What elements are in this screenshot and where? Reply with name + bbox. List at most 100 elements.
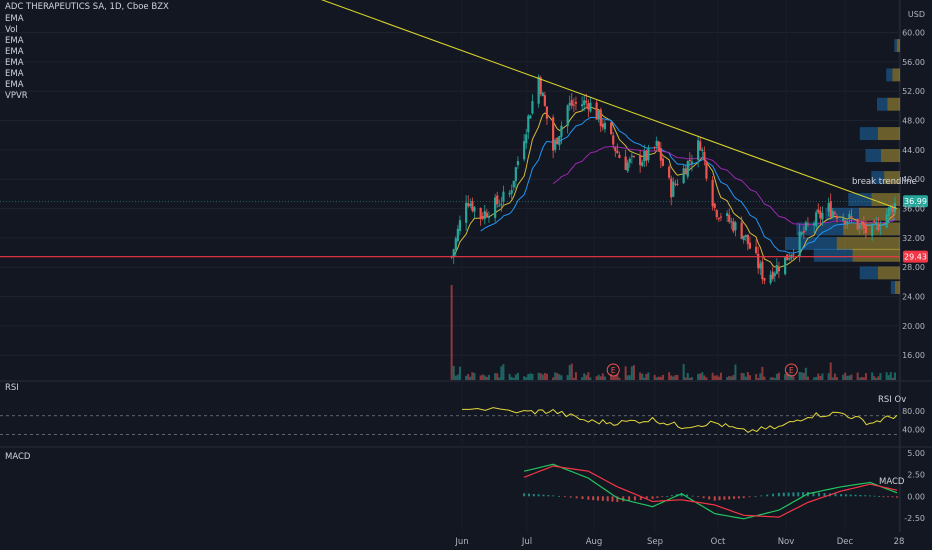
candle-body (763, 278, 766, 281)
indicator-label[interactable]: EMA (5, 58, 24, 68)
indicator-label[interactable]: EMA (5, 36, 24, 46)
candle-body (875, 221, 878, 223)
candle-body (676, 183, 679, 185)
y-tick-label: 16.00 (902, 351, 925, 360)
macd-histogram-bar (840, 494, 843, 497)
volume-bar (759, 373, 762, 380)
candle-body (686, 161, 689, 177)
volume-bar (862, 377, 865, 380)
candle-body (502, 191, 505, 202)
macd-histogram-bar (787, 492, 790, 497)
indicator-label[interactable]: EMA (5, 14, 24, 24)
rsi-overlay-label: RSI Ov (878, 395, 906, 405)
price-candles (450, 74, 897, 285)
x-tick-label: Nov (778, 537, 795, 547)
candle-body (655, 140, 658, 147)
candle-body (821, 213, 824, 220)
volume-bar (728, 375, 731, 380)
volume-bar (485, 376, 488, 380)
indicator-label[interactable]: EMA (5, 47, 24, 57)
candle-body (711, 180, 714, 207)
vpvr-bar-up (871, 193, 900, 207)
candle-body (541, 92, 544, 97)
candle-body (568, 102, 571, 106)
volume-bar (771, 377, 774, 380)
macd-histogram-bar (666, 496, 669, 497)
volume-bar (523, 376, 526, 380)
earnings-marker (606, 363, 620, 377)
candle-body (469, 204, 472, 206)
vpvr-bar-down (871, 171, 885, 185)
volume-bar (516, 372, 519, 380)
candle-body (889, 206, 892, 211)
y-tick-label: 44.00 (902, 146, 925, 155)
volume-bar (632, 365, 635, 380)
indicator-label[interactable]: EMA (5, 80, 24, 90)
volume-bar (792, 376, 795, 380)
volume-bar (527, 374, 530, 380)
macd-histogram-bar (686, 494, 689, 497)
candle-body (479, 208, 482, 219)
trendline-group[interactable]: break trendline (320, 0, 917, 210)
candle-body (682, 168, 685, 184)
volume-bar (525, 377, 528, 380)
volume-bar (529, 373, 532, 380)
macd-histogram-bar (575, 496, 578, 499)
macd-histogram-bar (878, 496, 881, 497)
candle-body (773, 273, 776, 277)
y-tick-label: 52.00 (902, 87, 925, 96)
candle-body (740, 222, 743, 239)
y-tick-label: 32.00 (902, 234, 925, 243)
volume-bar (813, 377, 816, 380)
indicator-label[interactable]: EMA (5, 69, 24, 79)
candle-body (612, 135, 615, 145)
vpvr-bar-down (785, 237, 837, 251)
volume-bar (514, 374, 517, 380)
support-line-group[interactable]: 29.43 36.99 (0, 195, 928, 263)
candle-body (703, 151, 706, 160)
volume-bar (730, 376, 733, 380)
macd-tick-label: 0.00 (907, 492, 925, 501)
rsi-pane: 80.00 40.00 RSI Ov (0, 395, 925, 435)
volume-bar (657, 376, 660, 380)
volume-bar (686, 373, 689, 380)
candle-body (514, 167, 517, 182)
candle-body (456, 228, 459, 241)
volume-bar (784, 373, 787, 380)
candle-body (458, 220, 462, 231)
candle-body (885, 214, 888, 228)
candle-body (672, 181, 675, 197)
macd-pane-label[interactable]: MACD (5, 452, 31, 462)
vpvr-bar-down (848, 193, 872, 207)
candle-body (732, 221, 735, 232)
indicator-label[interactable]: Vol (5, 25, 18, 35)
macd-histogram-bar (581, 496, 584, 500)
vpvr-bar-up (892, 68, 900, 82)
volume-bar (643, 377, 646, 380)
volume-bar (545, 373, 548, 380)
volume-bar (610, 373, 613, 380)
candle-body (552, 117, 555, 151)
candle-body (719, 216, 723, 218)
indicator-label[interactable]: VPVR (5, 91, 28, 101)
candle-body (771, 271, 774, 279)
candle-body (595, 102, 598, 120)
volume-bar (877, 376, 880, 380)
candle-body (815, 212, 818, 227)
candle-body (734, 222, 737, 231)
vpvr-bar-down (894, 39, 897, 53)
vpvr-bar-down (877, 97, 888, 111)
candle-body (728, 214, 731, 222)
volume-bar (601, 373, 604, 380)
volume-bar (701, 372, 704, 380)
candle-body (798, 231, 801, 257)
candle-body (566, 105, 569, 127)
volume-bar (891, 377, 894, 380)
candle-body (545, 106, 549, 119)
volume-bar (471, 372, 474, 380)
rsi-pane-label[interactable]: RSI (5, 383, 19, 393)
chart-title[interactable]: ADC THERAPEUTICS SA, 1D, Cboe BZX (5, 2, 169, 12)
volume-bar (659, 376, 662, 380)
candle-body (473, 207, 476, 212)
